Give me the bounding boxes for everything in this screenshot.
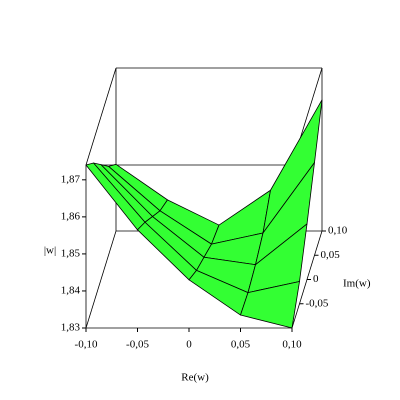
box-edge bbox=[85, 230, 117, 329]
surface-patch bbox=[240, 281, 300, 329]
x-axis-label: Re(w) bbox=[181, 372, 209, 384]
x-tick-label: 0,10 bbox=[282, 339, 302, 351]
z-tick-label: 1,83 bbox=[61, 322, 81, 334]
y-tick-label: -0,05 bbox=[306, 297, 329, 309]
x-tick-label: -0,05 bbox=[126, 339, 149, 351]
y-axis-label: Im(w) bbox=[343, 278, 371, 290]
x-tick-label: 0 bbox=[186, 339, 192, 351]
z-tick-label: 1,86 bbox=[61, 210, 81, 222]
y-tick-label: 0,10 bbox=[328, 225, 348, 237]
box-edge bbox=[85, 67, 117, 166]
z-tick-label: 1,85 bbox=[61, 247, 81, 259]
y-tick-label: 0 bbox=[313, 273, 319, 285]
x-tick-label: 0,05 bbox=[231, 339, 251, 351]
y-tick-label: 0,05 bbox=[321, 249, 341, 261]
x-tick-label: -0,10 bbox=[75, 339, 98, 351]
z-tick-label: 1,84 bbox=[61, 284, 81, 296]
z-tick-label: 1,87 bbox=[61, 173, 81, 185]
z-axis-label: |w| bbox=[44, 245, 56, 257]
